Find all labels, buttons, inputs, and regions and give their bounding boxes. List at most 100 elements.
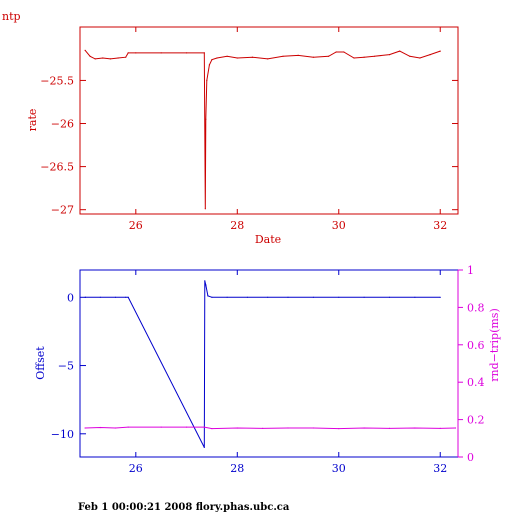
x-tick-label: 32 xyxy=(433,462,447,475)
rtt-point xyxy=(338,428,340,430)
data-point xyxy=(89,55,91,57)
data-point xyxy=(226,55,228,57)
rate-series-line xyxy=(84,49,441,209)
data-point xyxy=(84,296,86,298)
y-tick-label: 0 xyxy=(67,291,74,304)
y-tick-label: −10 xyxy=(51,428,74,441)
data-point xyxy=(216,57,218,59)
data-point xyxy=(338,296,340,298)
rtt-point xyxy=(99,426,101,429)
data-point xyxy=(419,57,421,59)
data-point xyxy=(125,296,127,298)
rtt-point xyxy=(439,427,441,429)
rtt-point xyxy=(262,427,264,429)
data-point xyxy=(109,58,111,60)
x-tick-label: 32 xyxy=(433,219,447,232)
data-point xyxy=(127,52,129,54)
y2-tick-label: 0.6 xyxy=(467,339,485,352)
data-point xyxy=(125,56,127,58)
y-tick-label: −25.5 xyxy=(40,74,74,87)
data-point xyxy=(251,56,254,58)
data-point xyxy=(439,50,441,52)
data-point xyxy=(246,296,248,298)
data-point xyxy=(211,59,213,61)
offset-plot-frame xyxy=(79,269,459,458)
rtt-point xyxy=(414,427,416,429)
rtt-point xyxy=(186,426,188,428)
rate-axis-ticks: 26 28 30 32 −25.5 −26 −26.5 −27 xyxy=(40,27,458,232)
data-point xyxy=(211,296,213,298)
rtt-point xyxy=(84,427,86,429)
rate-plot-frame xyxy=(79,26,459,215)
x-tick-label: 26 xyxy=(129,219,143,232)
rtt-y-axis-label: rnd−trip(ms) xyxy=(488,308,501,382)
rate-y-axis-label: rate xyxy=(26,109,39,132)
rtt-point xyxy=(160,426,162,428)
rate-x-axis-label: Date xyxy=(255,233,281,246)
rtt-point xyxy=(203,426,205,428)
y2-tick-label: 0.4 xyxy=(467,376,485,389)
x-tick-label: 28 xyxy=(230,462,244,475)
data-point xyxy=(206,79,208,81)
data-point xyxy=(205,118,207,120)
data-point xyxy=(208,64,210,66)
offset-chart: 26 28 30 32 0 −5 −10 0 0.2 0.4 0.6 0.8 1 Offset rnd−… xyxy=(34,264,501,475)
x-tick-label: 28 xyxy=(230,219,244,232)
data-point xyxy=(282,55,284,57)
data-point xyxy=(207,295,209,297)
y2-tick-label: 1 xyxy=(467,264,474,277)
data-point xyxy=(287,296,289,298)
y2-tick-label: 0 xyxy=(467,451,474,464)
data-point xyxy=(297,54,299,57)
data-point xyxy=(203,52,205,54)
y-tick-label: −26.5 xyxy=(40,161,74,174)
data-point xyxy=(204,280,206,282)
data-point xyxy=(363,56,365,58)
data-point xyxy=(399,50,401,52)
data-point xyxy=(127,296,129,298)
y-tick-label: −26 xyxy=(51,118,74,131)
data-point xyxy=(409,55,411,57)
x-tick-label: 26 xyxy=(129,462,143,475)
footer-timestamp: Feb 1 00:00:21 2008 flory.phas.ubc.ca xyxy=(78,502,290,512)
y-tick-label: −27 xyxy=(51,204,74,217)
rtt-point xyxy=(454,427,457,429)
data-point xyxy=(414,296,416,298)
data-point xyxy=(203,446,205,448)
y2-tick-label: 0.8 xyxy=(467,301,485,314)
rtt-point xyxy=(127,426,129,428)
corner-label: ntp xyxy=(2,10,21,23)
data-point xyxy=(353,57,355,59)
data-point xyxy=(205,284,207,286)
rtt-point xyxy=(236,427,238,429)
data-point xyxy=(236,57,238,59)
data-point xyxy=(328,55,330,57)
offset-series-line xyxy=(85,280,441,448)
data-point xyxy=(99,296,101,298)
data-point xyxy=(102,57,104,59)
offset-y-axis-label: Offset xyxy=(34,346,47,380)
data-point xyxy=(388,296,391,298)
data-point xyxy=(343,51,345,53)
rtt-point xyxy=(287,427,289,429)
data-point xyxy=(226,296,228,298)
offset-axis-ticks: 26 28 30 32 0 −5 −10 0 0.2 0.4 0.6 0.8 1 xyxy=(51,264,485,475)
data-point xyxy=(429,54,431,56)
rtt-series-line xyxy=(85,426,456,430)
data-point xyxy=(267,58,269,60)
data-point xyxy=(335,51,337,53)
data-point xyxy=(135,52,137,54)
data-point xyxy=(439,296,441,298)
y2-tick-label: 0.2 xyxy=(467,414,485,427)
data-point xyxy=(84,49,86,51)
data-point xyxy=(267,296,269,298)
data-point xyxy=(117,57,119,59)
rtt-point xyxy=(388,427,391,429)
data-point xyxy=(312,296,314,298)
data-point xyxy=(363,296,365,298)
data-point xyxy=(388,54,391,56)
data-point xyxy=(312,56,314,58)
data-point xyxy=(160,52,162,54)
rate-chart: 26 28 30 32 −25.5 −26 −26.5 −27 Date rate xyxy=(26,26,459,246)
